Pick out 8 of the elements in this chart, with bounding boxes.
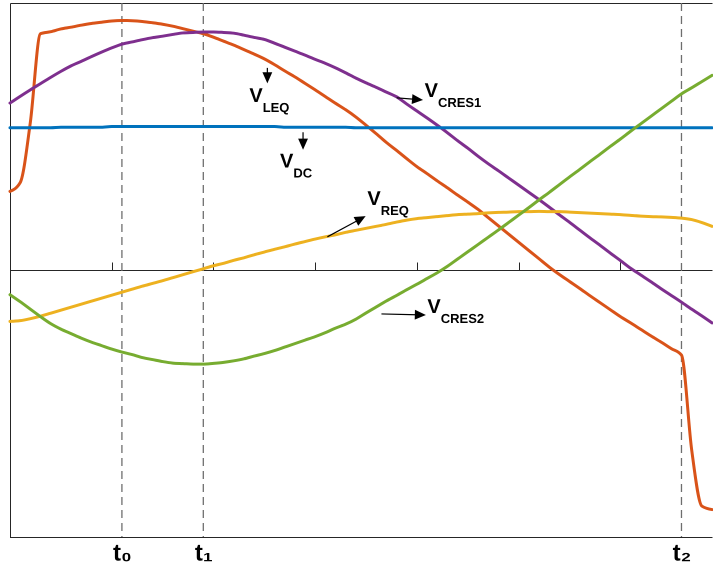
series-label: V$_{LEQ}$: [249, 84, 290, 115]
x-tick-label: t₂: [672, 540, 692, 566]
x-tick-label: t₀: [113, 540, 132, 566]
series-label: V$_{REQ}$: [367, 188, 409, 218]
series-label: V$_{CRES1}$: [424, 80, 482, 110]
series-label: V$_{DC}$: [280, 150, 313, 180]
x-tick-label: t₁: [194, 540, 213, 566]
series-label: V$_{CRES2}$: [427, 296, 484, 326]
